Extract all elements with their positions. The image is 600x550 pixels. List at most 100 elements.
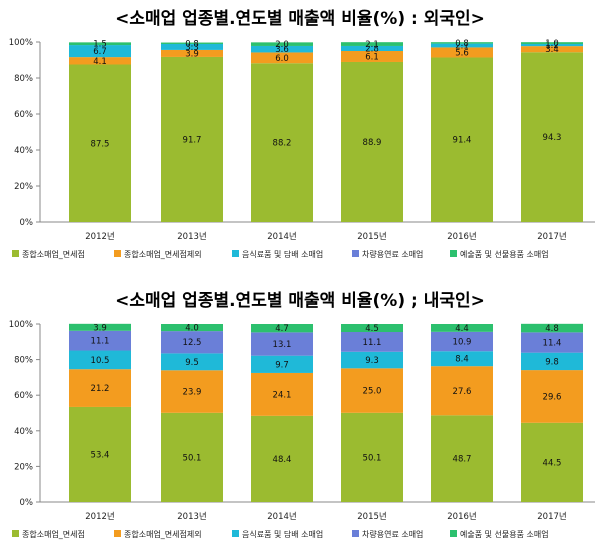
bar-segment xyxy=(251,372,313,416)
bar-segment xyxy=(431,43,493,48)
x-tick-label: 2016년 xyxy=(447,231,476,242)
data-label: 94.3 xyxy=(543,133,562,143)
data-label: 12.5 xyxy=(183,338,202,348)
y-tick-label: 80% xyxy=(14,74,33,84)
bar-segment xyxy=(341,45,403,51)
bar-segment xyxy=(521,46,583,53)
bar-segment xyxy=(251,324,313,333)
legend-swatch xyxy=(114,250,121,257)
bar-segment xyxy=(161,370,223,413)
bar-segment xyxy=(251,42,313,46)
bar-segment xyxy=(431,47,493,58)
bar-segment xyxy=(161,331,223,354)
x-tick-label: 2015년 xyxy=(357,231,386,242)
x-tick-label: 2012년 xyxy=(85,231,114,242)
data-label: 4.7 xyxy=(275,324,289,334)
data-label: 50.1 xyxy=(183,453,202,463)
data-label: 21.2 xyxy=(91,384,110,394)
bar-segment xyxy=(251,355,313,373)
data-label: 9.7 xyxy=(275,360,289,370)
bar-segment xyxy=(341,351,403,369)
data-label: 3.3 xyxy=(185,43,199,53)
bar-segment xyxy=(161,49,223,57)
legend-swatch xyxy=(450,530,457,537)
bar-segment xyxy=(251,415,313,502)
data-label: 88.2 xyxy=(273,139,292,149)
data-label: 44.5 xyxy=(543,458,562,468)
chart-title: <소매업 업종별.연도별 매출액 비율(%) : 외국인> xyxy=(115,9,485,29)
bar-segment xyxy=(69,350,131,370)
bar-segment xyxy=(431,351,493,367)
data-label: 13.1 xyxy=(273,340,292,350)
data-label: 29.6 xyxy=(543,392,562,402)
bar-segment xyxy=(69,42,131,46)
bar-segment xyxy=(521,52,583,222)
y-tick-label: 80% xyxy=(14,356,33,366)
data-label: 11.1 xyxy=(363,338,382,348)
legend-swatch xyxy=(114,530,121,537)
data-label: 48.4 xyxy=(273,455,292,465)
bar-segment xyxy=(161,42,223,44)
data-label: 4.8 xyxy=(545,324,559,334)
data-label: 3.9 xyxy=(185,49,199,59)
x-tick-label: 2015년 xyxy=(357,511,386,522)
bar-segment xyxy=(251,52,313,64)
bar-segment xyxy=(251,63,313,222)
data-label: 4.5 xyxy=(365,324,379,334)
data-label: 2.1 xyxy=(365,40,379,50)
data-label: 6.1 xyxy=(365,52,379,62)
bar-segment xyxy=(69,64,131,222)
legend-label: 음식료품 및 담배 소매업 xyxy=(242,249,323,259)
bar-segment xyxy=(431,42,493,44)
stacked-bar-chart: 0% 20% 40% 60% 80% 100% 53.4 21.2 10.5 11.1 3.9 201… xyxy=(9,320,595,539)
data-label: 3.4 xyxy=(545,45,559,55)
data-label: 27.6 xyxy=(453,387,472,397)
legend-swatch xyxy=(232,530,239,537)
data-label: 9.8 xyxy=(545,357,559,367)
bar-segment xyxy=(69,330,131,351)
bar-segment xyxy=(341,42,403,46)
y-tick-label: 60% xyxy=(14,110,33,120)
data-label: 88.9 xyxy=(363,138,382,148)
data-label: 11.4 xyxy=(543,339,562,349)
y-tick-label: 40% xyxy=(14,146,33,156)
y-tick-label: 60% xyxy=(14,391,33,401)
data-label: 0.8 xyxy=(185,39,199,49)
x-tick-label: 2013년 xyxy=(177,511,206,522)
data-label: 6.0 xyxy=(275,54,289,64)
data-label: 24.1 xyxy=(273,390,292,400)
x-tick-label: 2017년 xyxy=(537,511,566,522)
bar-segment xyxy=(521,422,583,502)
bar-segment xyxy=(521,43,583,47)
x-tick-label: 2014년 xyxy=(267,231,296,242)
bar-segment xyxy=(521,370,583,423)
data-label: 9.3 xyxy=(365,356,379,366)
bar-segment xyxy=(341,412,403,502)
data-label: 3.6 xyxy=(275,45,289,55)
legend-label: 예술품 및 선물용품 소매업 xyxy=(460,529,549,539)
data-label: 10.9 xyxy=(453,338,472,348)
bar-segment xyxy=(161,43,223,50)
data-label: 48.7 xyxy=(453,455,472,465)
data-label: 4.1 xyxy=(93,57,107,67)
legend-label: 종합소매업_면세점 xyxy=(22,529,85,539)
chart-title: <소매업 업종별.연도별 매출액 비율(%) ; 내국인> xyxy=(115,291,485,311)
y-tick-label: 40% xyxy=(14,427,33,437)
data-label: 6.7 xyxy=(93,47,107,57)
y-tick-label: 0% xyxy=(20,218,34,228)
data-label: 1.0 xyxy=(545,39,559,49)
bar-segment xyxy=(341,332,403,352)
bar-segment xyxy=(431,415,493,502)
bar-segment xyxy=(431,57,493,223)
data-label: 4.4 xyxy=(455,324,469,334)
bar-segment xyxy=(161,56,223,222)
legend-swatch xyxy=(232,250,239,257)
data-label: 91.4 xyxy=(453,136,472,146)
chart-panel-domestic: <소매업 업종별.연도별 매출액 비율(%) ; 내국인> 0% 20% 40% 60… xyxy=(0,280,600,550)
bar-segment xyxy=(161,412,223,502)
x-tick-label: 2014년 xyxy=(267,511,296,522)
data-label: 2.8 xyxy=(365,44,379,54)
data-label: 91.7 xyxy=(183,135,202,145)
data-label: 2.1 xyxy=(455,42,469,52)
bar-segment xyxy=(69,369,131,407)
